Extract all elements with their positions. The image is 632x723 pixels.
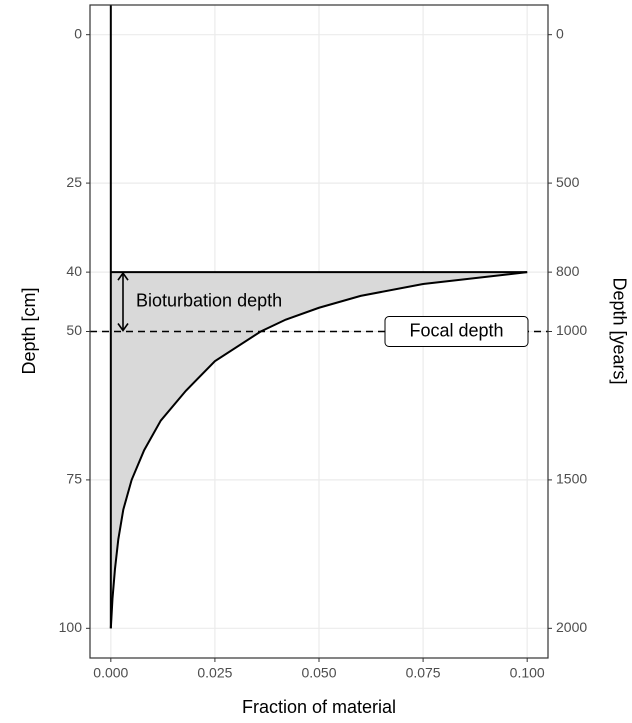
y2-tick-label: 0 xyxy=(556,25,564,41)
arrow-head xyxy=(117,271,129,281)
annotation: Bioturbation depth xyxy=(136,291,282,311)
x-tick-label: 0.075 xyxy=(406,665,441,681)
arrow-head xyxy=(117,323,129,332)
curve xyxy=(109,271,528,629)
y-axis-title: Depth [cm] xyxy=(19,287,39,374)
y-tick-label: 75 xyxy=(66,471,82,487)
x-tick-label: 0.050 xyxy=(301,665,336,681)
y-tick-label: 25 xyxy=(66,174,82,190)
y2-tick-label: 500 xyxy=(556,174,580,190)
label-box xyxy=(384,316,529,347)
x-axis-title: Fraction of material xyxy=(242,697,396,717)
x-tick-label: 0.025 xyxy=(197,665,232,681)
y-tick-label: 50 xyxy=(66,322,82,338)
y2-tick-label: 2000 xyxy=(556,619,587,635)
y-tick-label: 0 xyxy=(74,25,82,41)
annotation: Focal depth xyxy=(409,320,503,340)
panel-border xyxy=(89,4,549,659)
y2-axis-title: Depth [years] xyxy=(609,277,629,384)
x-tick-label: 0.000 xyxy=(93,665,128,681)
y2-tick-label: 1500 xyxy=(556,471,587,487)
y-tick-label: 40 xyxy=(66,263,82,279)
y2-tick-label: 800 xyxy=(556,263,580,279)
y2-tick-label: 1000 xyxy=(556,322,587,338)
y-tick-label: 100 xyxy=(59,619,83,635)
x-tick-label: 0.100 xyxy=(510,665,545,681)
